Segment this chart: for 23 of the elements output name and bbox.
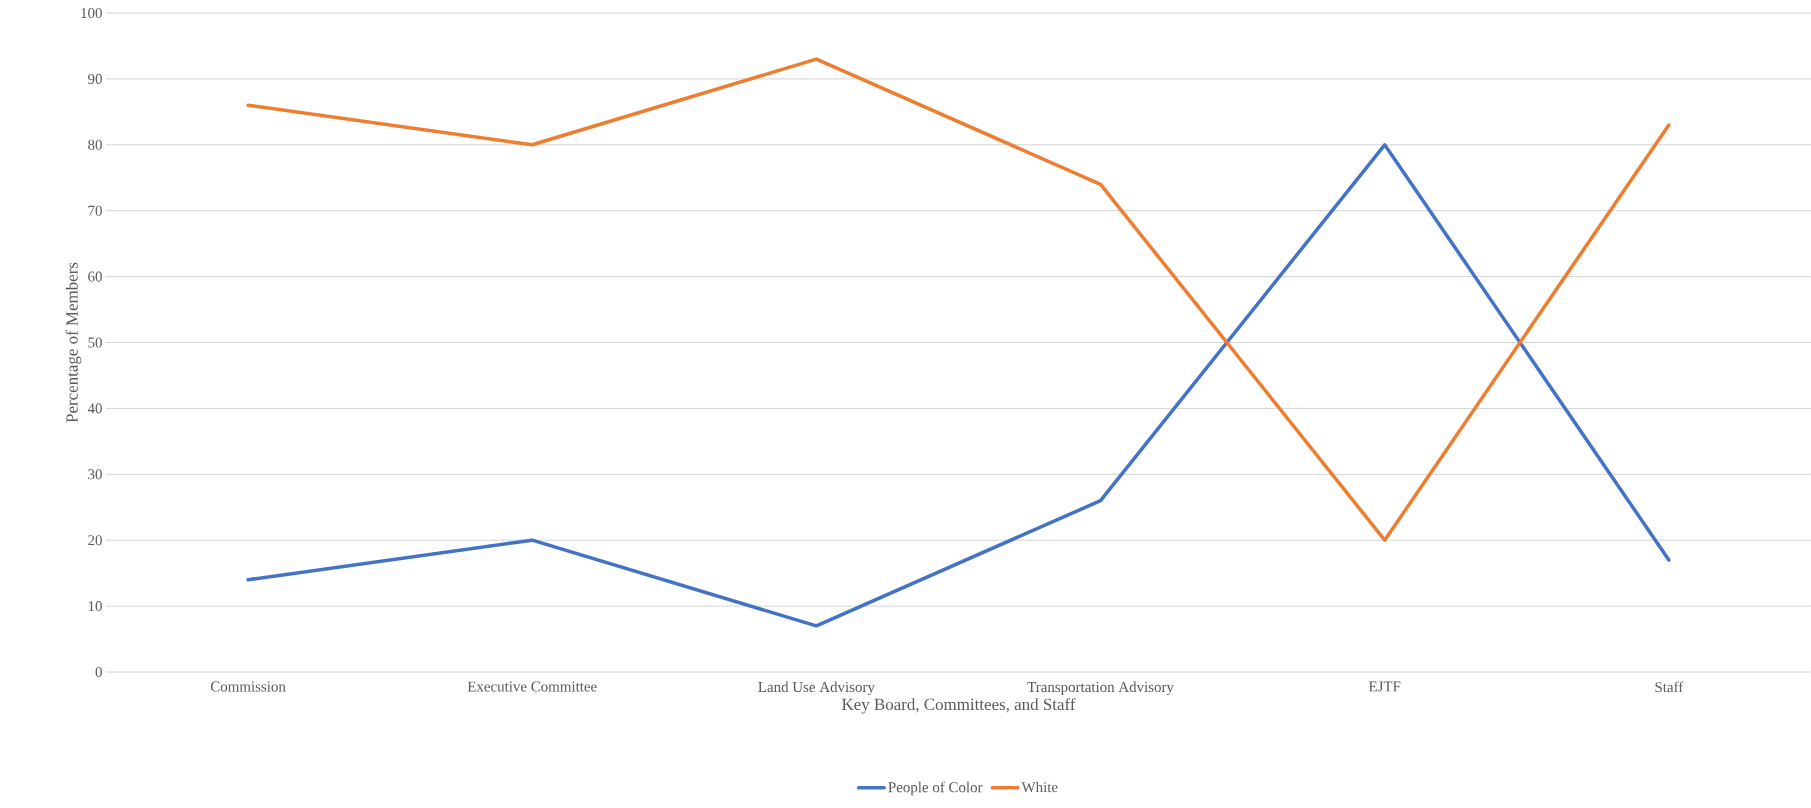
y-tick-label: 60 (88, 271, 102, 282)
x-tick-label: Transportation Advisory (1027, 681, 1174, 696)
y-tick-label: 80 (88, 139, 102, 150)
y-tick-label: 90 (88, 73, 102, 84)
x-tick-label: Commission (210, 681, 286, 692)
legend-label: White (1021, 781, 1058, 793)
x-tick-label: EJTF (1368, 681, 1401, 692)
y-tick-label: 0 (95, 666, 102, 678)
x-axis-title: Key Board, Committees, and Staff (841, 697, 1076, 714)
y-tick-label: 30 (88, 469, 102, 480)
x-tick-label: Staff (1655, 681, 1684, 693)
y-tick-label: 20 (88, 535, 102, 546)
y-tick-label: 50 (88, 337, 102, 348)
x-tick-label: Executive Committee (467, 681, 597, 692)
y-tick-label: 10 (88, 601, 102, 612)
y-axis-title: Percentage of Members (65, 262, 82, 423)
x-tick-label: Land Use Advisory (758, 681, 875, 696)
line-series (246, 143, 1671, 628)
line-series (246, 57, 1671, 542)
y-tick-label: 40 (87, 403, 102, 414)
y-tick-label: 100 (81, 7, 102, 19)
legend-label: People of Color (888, 781, 983, 796)
y-tick-label: 70 (88, 205, 102, 216)
